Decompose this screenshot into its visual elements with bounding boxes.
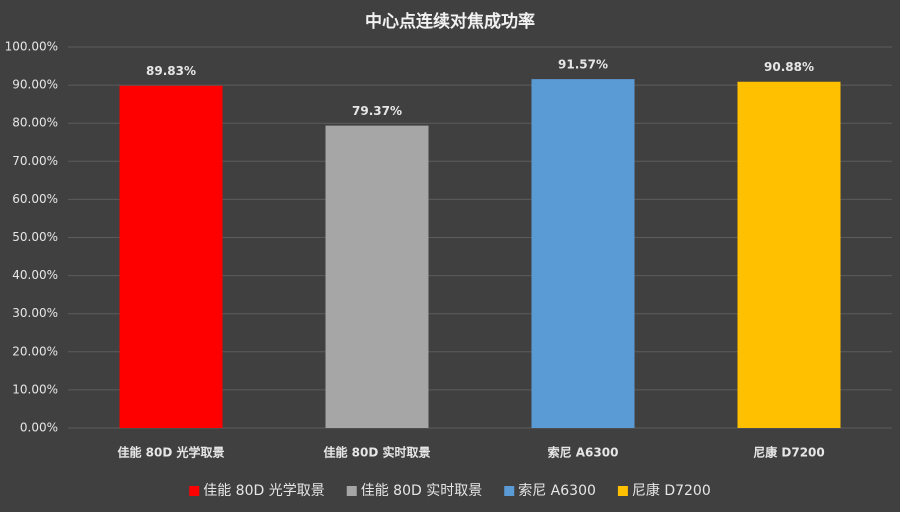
bar bbox=[325, 125, 429, 428]
y-tick-label: 50.00% bbox=[12, 230, 58, 244]
legend-swatch bbox=[504, 486, 515, 496]
y-tick-label: 40.00% bbox=[12, 268, 58, 282]
y-tick-label: 100.00% bbox=[5, 40, 58, 54]
value-label: 91.57% bbox=[558, 58, 608, 72]
y-tick-label: 90.00% bbox=[12, 78, 58, 92]
legend-swatch bbox=[189, 486, 200, 496]
legend-swatch bbox=[617, 486, 628, 496]
bar bbox=[737, 81, 841, 429]
y-tick-label: 0.00% bbox=[20, 421, 58, 435]
legend-label: 索尼 A6300 bbox=[518, 482, 596, 499]
bar bbox=[531, 79, 635, 429]
y-tick-label: 20.00% bbox=[12, 344, 58, 358]
legend-label: 佳能 80D 光学取景 bbox=[203, 483, 325, 499]
y-tick-label: 30.00% bbox=[12, 306, 58, 320]
value-label: 79.37% bbox=[352, 104, 402, 118]
value-label: 90.88% bbox=[764, 60, 814, 74]
x-tick-label: 尼康 D7200 bbox=[753, 445, 825, 460]
x-tick-label: 索尼 A6300 bbox=[548, 445, 619, 460]
y-tick-label: 10.00% bbox=[12, 382, 58, 396]
legend-swatch bbox=[346, 486, 357, 496]
legend-label: 尼康 D7200 bbox=[632, 482, 711, 499]
x-tick-label: 佳能 80D 实时取景 bbox=[323, 445, 430, 460]
chart-title: 中心点连续对焦成功率 bbox=[365, 11, 535, 32]
y-tick-label: 70.00% bbox=[12, 154, 58, 168]
x-tick-label: 佳能 80D 光学取景 bbox=[117, 445, 224, 460]
value-label: 89.83% bbox=[146, 64, 196, 78]
y-tick-label: 80.00% bbox=[12, 116, 58, 130]
bar bbox=[119, 85, 223, 428]
y-tick-label: 60.00% bbox=[12, 192, 58, 206]
legend-label: 佳能 80D 实时取景 bbox=[361, 483, 483, 499]
